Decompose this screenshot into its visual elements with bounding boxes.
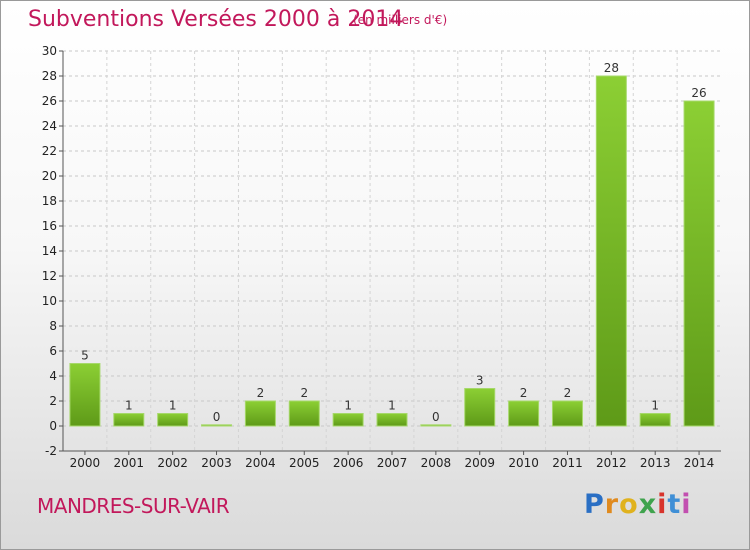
- value-label-2008: 0: [432, 410, 440, 424]
- bar-2009: [464, 388, 496, 427]
- labels: 5 2000 1 2001 1 2002 0 2003 2 2004 2 2005 1 2006 1 2007…: [70, 61, 715, 470]
- bar-2011: [551, 400, 583, 427]
- y-tick-label: 6: [49, 344, 57, 358]
- bar-2006: [332, 413, 364, 427]
- y-tick-label: 10: [42, 294, 57, 308]
- chart-subtitle: (en milliers d'€): [353, 13, 448, 27]
- y-tick-label: 28: [42, 69, 57, 83]
- bar-2012: [595, 75, 627, 427]
- y-tick-label: 0: [49, 419, 57, 433]
- x-tick-label-2008: 2008: [421, 456, 452, 470]
- x-tick-label-2005: 2005: [289, 456, 320, 470]
- y-tick-label: 20: [42, 169, 57, 183]
- y-tick-label: 8: [49, 319, 57, 333]
- bar-2004: [244, 400, 276, 427]
- y-tick-label: 16: [42, 219, 57, 233]
- x-tick-label-2009: 2009: [464, 456, 495, 470]
- bar-2005: [288, 400, 320, 427]
- value-label-2009: 3: [476, 374, 484, 388]
- x-tick-label-2006: 2006: [333, 456, 364, 470]
- x-tick-label-2003: 2003: [201, 456, 232, 470]
- logo-letter: i: [681, 489, 692, 520]
- x-tick-label-2013: 2013: [640, 456, 671, 470]
- x-tick-label-2011: 2011: [552, 456, 583, 470]
- logo-letter: t: [667, 489, 682, 520]
- value-label-2014: 26: [691, 86, 706, 100]
- logo-letter: x: [638, 489, 658, 520]
- y-tick-label: 2: [49, 394, 57, 408]
- y-tick-label: 12: [42, 269, 57, 283]
- x-tick-label-2007: 2007: [377, 456, 408, 470]
- bars: [69, 75, 715, 427]
- y-tick-label: 30: [42, 44, 57, 58]
- logo-letter: o: [619, 489, 639, 520]
- chart-title: Subventions Versées 2000 à 2014: [28, 7, 404, 32]
- logo-letter: P: [584, 489, 605, 520]
- bar-2010: [508, 400, 540, 427]
- value-label-2006: 1: [344, 399, 352, 413]
- bar-2014: [683, 100, 715, 427]
- y-tick-label: 4: [49, 369, 57, 383]
- x-tick-label-2012: 2012: [596, 456, 627, 470]
- bar-2000: [69, 363, 101, 427]
- bar-2003: [201, 424, 233, 427]
- bar-2008: [420, 424, 452, 427]
- value-label-2001: 1: [125, 399, 133, 413]
- y-tick-label: 26: [42, 94, 57, 108]
- bar-2002: [157, 413, 189, 427]
- value-label-2002: 1: [169, 399, 177, 413]
- proxiti-logo: Proxiti: [584, 489, 692, 520]
- value-label-2007: 1: [388, 399, 396, 413]
- bar-2007: [376, 413, 408, 427]
- y-tick-label: 14: [42, 244, 57, 258]
- x-tick-label-2001: 2001: [114, 456, 145, 470]
- value-label-2010: 2: [520, 386, 528, 400]
- commune-name: MANDRES-SUR-VAIR: [37, 494, 230, 518]
- x-tick-label-2010: 2010: [508, 456, 539, 470]
- value-label-2013: 1: [651, 399, 659, 413]
- x-tick-label-2004: 2004: [245, 456, 276, 470]
- y-tick-label: 18: [42, 194, 57, 208]
- y-tick-label: -2: [45, 444, 57, 458]
- value-label-2005: 2: [300, 386, 308, 400]
- value-label-2004: 2: [257, 386, 265, 400]
- bar-2013: [639, 413, 671, 427]
- value-label-2000: 5: [81, 349, 89, 363]
- x-tick-label-2000: 2000: [70, 456, 101, 470]
- y-tick-label: 24: [42, 119, 57, 133]
- y-tick-label: 22: [42, 144, 57, 158]
- value-label-2003: 0: [213, 410, 221, 424]
- logo-letter: r: [604, 489, 620, 520]
- value-label-2012: 28: [604, 61, 619, 75]
- value-label-2011: 2: [564, 386, 572, 400]
- x-tick-label-2002: 2002: [157, 456, 188, 470]
- logo-letter: i: [657, 489, 668, 520]
- bar-2001: [113, 413, 145, 427]
- x-tick-label-2014: 2014: [684, 456, 715, 470]
